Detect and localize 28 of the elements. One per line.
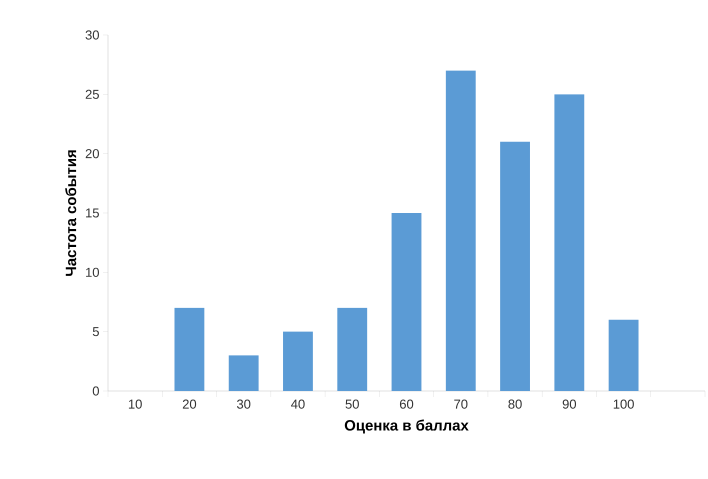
x-tick-label: 50	[346, 400, 359, 409]
y-tick-label: 30	[86, 30, 99, 40]
x-tick-label: 90	[562, 400, 576, 409]
x-tick-label: 40	[291, 400, 305, 409]
y-tick-label: 15	[86, 208, 99, 218]
x-tick-label: 100	[614, 400, 634, 409]
x-tick-label: 30	[236, 400, 250, 409]
bar	[337, 308, 368, 391]
bar	[392, 212, 422, 391]
y-axis-title: Частота события	[65, 150, 76, 276]
x-tick-label: 20	[182, 400, 196, 409]
y-tick-label: 5	[92, 327, 99, 336]
bar	[500, 142, 530, 391]
bar	[283, 332, 313, 391]
bar	[608, 320, 639, 391]
x-tick-label: 60	[400, 400, 414, 409]
x-tick-label: 10	[128, 400, 142, 409]
x-axis-title: Оценка в баллах	[344, 420, 469, 434]
bar	[446, 70, 476, 391]
x-tick-label: 80	[508, 400, 522, 409]
x-tick-label: 70	[454, 400, 468, 409]
bar	[228, 355, 259, 391]
y-tick-label: 0	[92, 386, 99, 396]
bar	[174, 308, 204, 391]
y-tick-label: 20	[86, 149, 99, 158]
y-tick-label: 10	[86, 268, 99, 277]
bar	[554, 94, 584, 391]
y-tick-label: 25	[86, 90, 99, 99]
